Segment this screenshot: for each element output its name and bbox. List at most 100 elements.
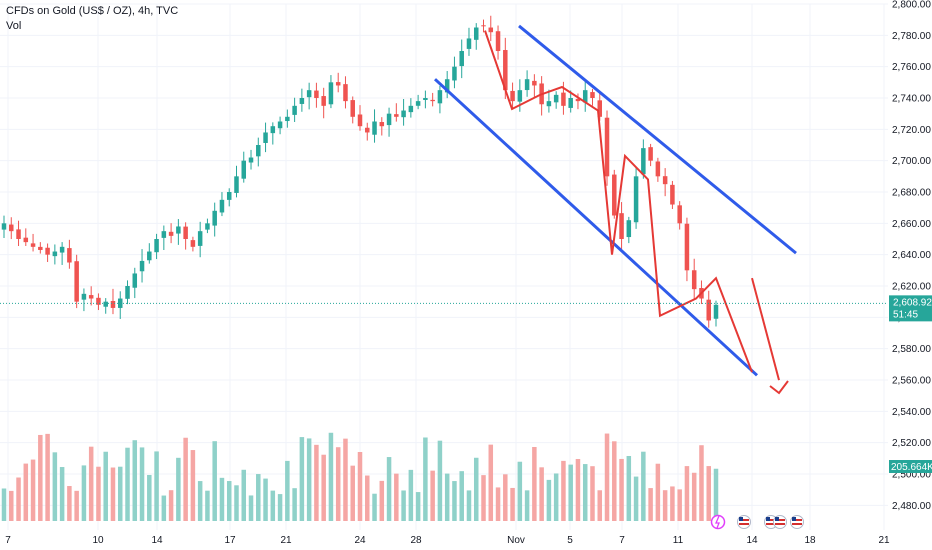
volume-bar	[597, 490, 603, 521]
candle-body	[256, 145, 261, 157]
volume-bar	[365, 475, 370, 521]
candle-body	[481, 25, 486, 27]
volume-bar	[314, 444, 319, 521]
candle-body	[328, 82, 334, 105]
volume-bar	[30, 459, 36, 521]
volume-bar	[117, 466, 123, 521]
candle-body	[38, 246, 43, 250]
candle-body	[81, 293, 87, 300]
x-tick-label: 21	[280, 535, 292, 546]
projection-arrowhead	[769, 380, 789, 395]
candle-body	[524, 79, 530, 91]
last-volume-label: 205.664K	[891, 462, 932, 473]
y-tick-label: 2,520.00	[892, 438, 931, 449]
volume-legend[interactable]: Vol	[6, 20, 22, 32]
volume-bar	[582, 464, 588, 521]
volume-bar	[473, 457, 479, 521]
trend-channel	[433, 24, 797, 377]
projection-line	[751, 277, 780, 381]
volume-bar	[328, 432, 334, 521]
y-tick-label: 2,780.00	[892, 31, 931, 42]
candle-body	[154, 239, 159, 253]
volume-bar	[401, 490, 406, 521]
volume-bar	[190, 450, 196, 521]
candle-body	[488, 27, 494, 33]
volume-bar	[415, 492, 421, 521]
candle-body	[553, 94, 559, 103]
candle-body	[517, 90, 523, 102]
candle-body	[9, 224, 14, 232]
candle-body	[662, 176, 668, 185]
candle-body	[546, 101, 552, 107]
y-tick-label: 2,480.00	[892, 501, 931, 512]
x-tick-label: 10	[92, 535, 104, 546]
candle-body	[299, 98, 305, 104]
volume-bar	[495, 487, 501, 521]
candle-body	[23, 237, 29, 243]
candle-body	[394, 114, 399, 117]
event-flag-icon	[737, 515, 751, 529]
candle-body	[234, 176, 239, 193]
volume-bar	[1, 488, 7, 521]
last-volume-badge	[889, 460, 932, 473]
channel-upper-line	[518, 24, 797, 255]
x-tick-label: 5	[567, 535, 573, 546]
x-tick-label: 21	[878, 535, 890, 546]
event-icons[interactable]	[710, 514, 804, 530]
price-axis[interactable]: 2,800.00 2,780.00 2,760.00 2,740.00 2,720.00…	[892, 0, 931, 512]
candle-body	[372, 121, 377, 135]
last-price-badge	[889, 295, 932, 322]
candle-body	[357, 114, 363, 127]
y-tick-label: 2,580.00	[892, 344, 931, 355]
volume-bar	[503, 474, 508, 521]
y-tick-label: 2,660.00	[892, 219, 931, 230]
event-bolt-icon	[710, 514, 726, 530]
volume-bar	[285, 460, 290, 521]
candle-body	[612, 174, 617, 216]
candle-body	[132, 273, 138, 288]
candle-body	[401, 110, 406, 118]
candle-body	[626, 220, 632, 238]
x-tick-label: 24	[354, 535, 366, 546]
symbol-title[interactable]: CFDs on Gold (US$ / OZ), 4h, TVC	[6, 5, 179, 17]
candle-body	[582, 90, 588, 103]
y-tick-label: 2,800.00	[892, 0, 931, 11]
last-price-label: 2,608.92	[893, 297, 932, 308]
candle-body	[1, 223, 7, 230]
candle-body	[503, 50, 508, 91]
candles	[1, 15, 719, 328]
candle-body	[706, 299, 711, 321]
volume-bar	[357, 452, 363, 521]
candle-body	[444, 79, 450, 93]
candle-body	[110, 300, 116, 308]
candle-body	[430, 99, 435, 102]
candle-body	[350, 100, 355, 117]
volume-bar	[444, 473, 450, 521]
volume-bar	[299, 437, 305, 521]
volume-bar	[641, 451, 646, 521]
volume-bar	[154, 451, 159, 521]
candle-body	[59, 246, 65, 253]
volume-bar	[248, 495, 254, 521]
x-tick-label: 17	[224, 535, 236, 546]
candle-body	[713, 304, 719, 319]
y-tick-label: 2,500.00	[892, 470, 931, 481]
candle-body	[314, 90, 319, 98]
candle-body	[575, 98, 581, 102]
time-axis[interactable]: 7 10 14 17 21 24 28 Nov 5 7 11 14 18 21	[5, 535, 890, 546]
countdown-label: 51:45	[893, 309, 918, 320]
candle-body	[277, 121, 283, 129]
volume-bar	[619, 458, 624, 521]
volume-bar	[234, 485, 239, 521]
volume-bar	[103, 451, 108, 521]
volume-bar	[67, 486, 72, 521]
y-tick-label: 2,640.00	[892, 250, 931, 261]
volume-bar	[561, 460, 566, 521]
volume-bar	[430, 470, 435, 521]
volume-bar	[699, 445, 704, 521]
volume-bar	[277, 494, 283, 521]
candle-body	[459, 51, 464, 67]
volume-bar	[350, 465, 355, 521]
volume-bar	[539, 467, 544, 521]
